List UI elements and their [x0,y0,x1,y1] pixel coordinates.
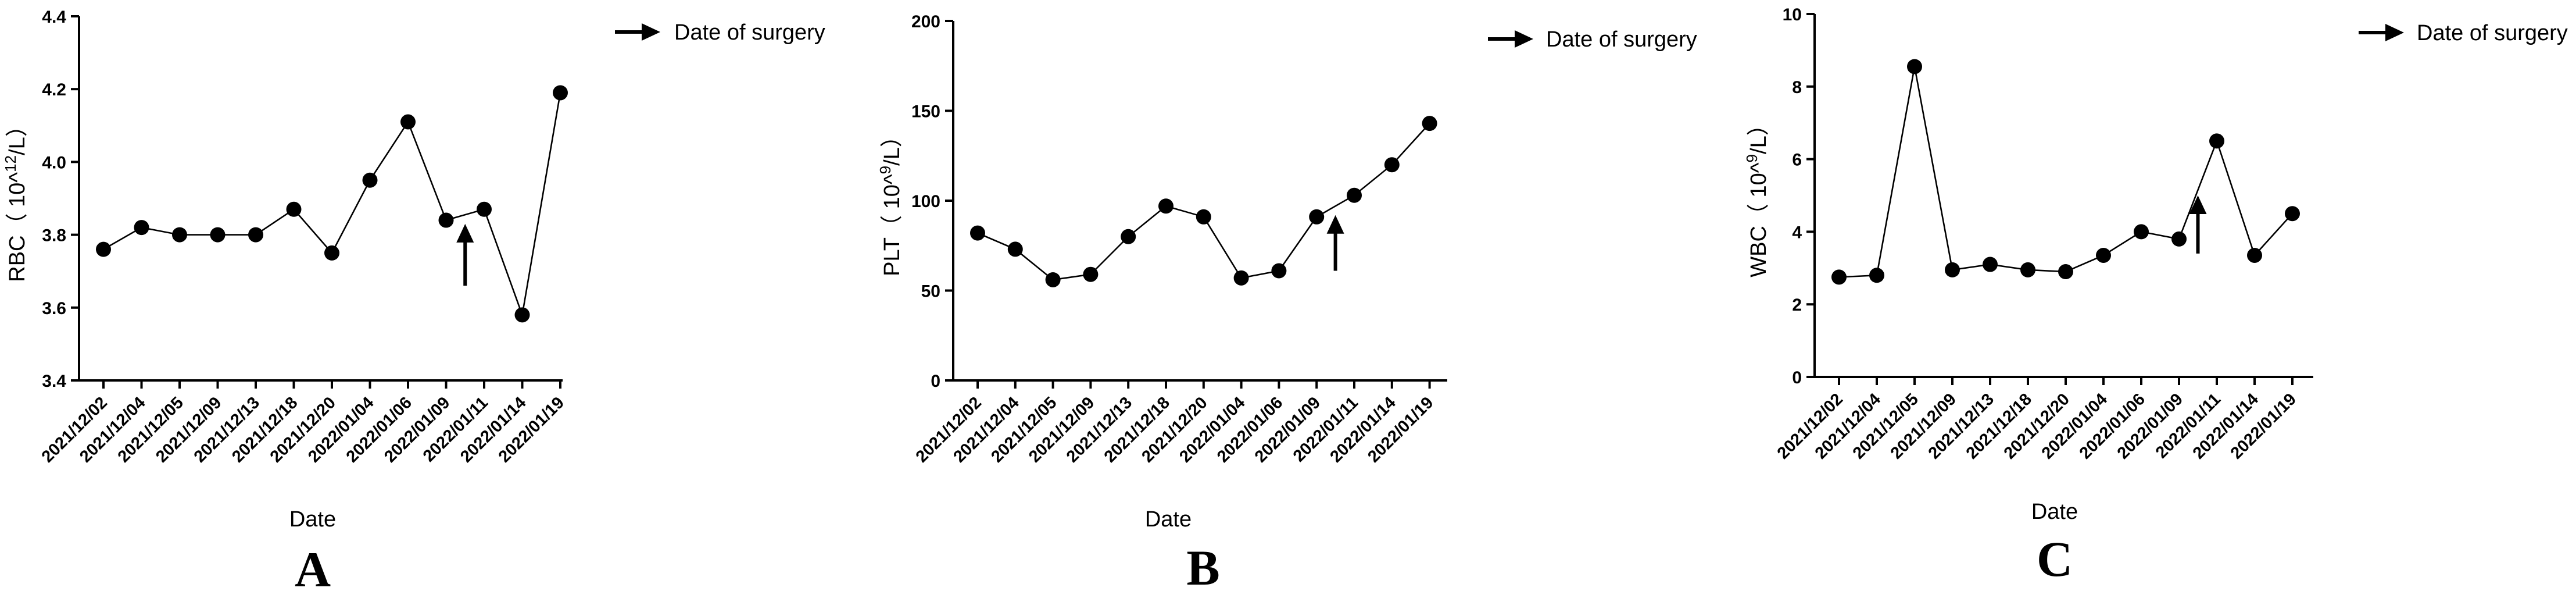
panel-a: 3.43.63.84.04.24.42021/12/022021/12/0420… [2,8,825,591]
y-tick-label: 200 [911,12,940,31]
y-tick-label: 10 [1783,5,1802,24]
y-axis-title-part: /L） [880,125,904,166]
data-point [2247,247,2262,263]
data-point [1045,272,1061,287]
x-axis-title: Date [2031,500,2078,524]
data-point [970,225,985,241]
data-point [286,201,302,217]
data-point [1083,266,1099,282]
panel-c: 02468102021/12/022021/12/042021/12/05202… [1743,5,2568,587]
y-tick-label: 6 [1792,151,1802,170]
data-point [362,172,378,188]
y-axis-title-part: /L） [5,115,30,155]
data-point [2058,264,2073,280]
y-tick-label: 150 [911,102,940,122]
legend-label: Date of surgery [674,20,825,45]
panel-label-a: A [295,542,331,591]
y-tick-label: 2 [1792,296,1802,315]
series-line [1838,66,2293,278]
data-point [553,85,568,101]
panel-b: 0501001502002021/12/022021/12/042021/12/… [876,12,1697,591]
x-axis-title: Date [289,507,336,532]
y-axis-title: WBC（ 10^9/L） [1743,113,1771,277]
y-axis-title-exponent: 9 [876,166,894,174]
data-point [324,245,339,261]
surgery-arrow [456,223,474,286]
data-point [1233,270,1249,286]
panel-label-b: B [1186,540,1219,591]
data-point [514,307,530,323]
y-tick-label: 8 [1792,78,1802,97]
data-point [1007,241,1023,257]
y-axis-title-part: RBC（ 10^ [5,172,30,282]
data-point [1422,116,1437,131]
data-point [1271,263,1287,279]
legend-label: Date of surgery [2417,21,2568,45]
data-point [1121,229,1136,244]
data-point [248,227,263,243]
y-tick-label: 4.4 [42,8,66,27]
data-point [1196,209,1211,225]
data-point [172,227,187,243]
legend-arrow-icon [1515,30,1533,48]
y-tick-label: 0 [931,372,940,391]
data-point [96,241,111,257]
data-point [2096,247,2111,263]
data-point [210,227,226,243]
data-point [2171,231,2187,247]
y-tick-label: 3.6 [42,299,66,318]
data-point [2209,133,2224,149]
data-point [1983,257,1998,272]
data-point [2285,206,2300,222]
data-point [2020,262,2035,277]
surgery-arrow-head [456,223,474,243]
y-tick-label: 3.8 [42,226,66,245]
surgery-arrow-head [2189,195,2207,214]
y-axis-title-part: PLT（ 10^ [880,174,904,276]
data-point [1158,198,1173,214]
data-point [1384,157,1400,173]
x-axis-title: Date [1145,507,1192,532]
y-tick-label: 100 [911,192,940,211]
y-tick-label: 4 [1792,223,1802,242]
data-point [1945,262,1960,277]
data-point [1831,269,1847,285]
legend: Date of surgery [615,20,825,45]
legend-arrow-icon [2385,24,2404,41]
data-point [400,114,416,130]
y-axis-title: RBC（ 10^12/L） [2,115,30,282]
surgery-arrow [2189,195,2207,254]
y-tick-label: 4.2 [42,80,66,99]
y-tick-label: 0 [1792,368,1802,387]
y-axis-title-part: WBC（ 10^ [1747,162,1771,277]
y-axis-title-exponent: 12 [2,155,19,172]
y-tick-label: 50 [921,282,940,301]
surgery-arrow-head [1326,215,1344,234]
series-line [977,123,1430,281]
legend: Date of surgery [1488,27,1697,52]
data-point [438,212,454,228]
data-point [1309,209,1325,225]
y-tick-label: 4.0 [42,153,66,172]
series-line [103,92,561,318]
data-point [1869,268,1884,283]
data-point [1347,187,1362,203]
data-point [134,220,149,236]
surgery-arrow [1326,215,1344,271]
y-axis-title: PLT（ 10^9/L） [876,125,904,276]
y-axis-title-part: /L） [1747,113,1771,154]
data-point [2134,224,2149,240]
data-point [1907,59,1922,74]
legend: Date of surgery [2359,21,2568,45]
data-point [477,201,492,217]
legend-label: Date of surgery [1546,27,1697,52]
panel-label-c: C [2037,531,2073,587]
legend-arrow-icon [642,23,660,41]
y-axis-title-exponent: 9 [1743,154,1761,162]
y-tick-label: 3.4 [42,372,66,391]
